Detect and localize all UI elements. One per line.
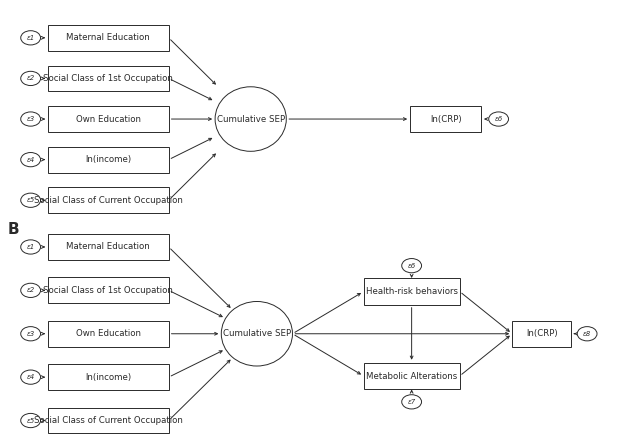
Text: Social Class of Current Occupation: Social Class of Current Occupation [34,416,183,425]
Ellipse shape [222,302,292,366]
Text: Social Class of Current Occupation: Social Class of Current Occupation [34,196,183,205]
Text: ε2: ε2 [27,76,35,81]
Text: ε4: ε4 [27,374,35,380]
Circle shape [402,259,422,273]
FancyBboxPatch shape [410,106,482,132]
Circle shape [20,413,40,428]
Circle shape [20,193,40,207]
Text: ε1: ε1 [27,244,35,250]
FancyBboxPatch shape [513,321,571,347]
Circle shape [20,240,40,254]
FancyBboxPatch shape [48,364,168,390]
FancyBboxPatch shape [48,147,168,173]
Text: ε3: ε3 [27,116,35,122]
Text: ln(income): ln(income) [85,155,131,164]
Text: ε6: ε6 [495,116,503,122]
Text: ε3: ε3 [27,331,35,337]
Circle shape [20,112,40,126]
Text: Social Class of 1st Occupation: Social Class of 1st Occupation [43,286,173,295]
Text: Own Education: Own Education [76,114,141,124]
Text: ε4: ε4 [27,157,35,162]
Circle shape [20,283,40,297]
FancyBboxPatch shape [48,408,168,433]
FancyBboxPatch shape [48,25,168,51]
Text: Cumulative SEP: Cumulative SEP [223,329,291,338]
Text: ε5: ε5 [27,197,35,203]
Text: ln(CRP): ln(CRP) [526,329,558,338]
Text: ε7: ε7 [407,399,416,405]
Text: ln(income): ln(income) [85,372,131,382]
Circle shape [20,327,40,341]
Circle shape [402,395,422,409]
Text: Cumulative SEP: Cumulative SEP [217,114,285,124]
Text: ε5: ε5 [27,417,35,424]
Text: Own Education: Own Education [76,329,141,338]
Text: ε2: ε2 [27,287,35,293]
Circle shape [20,71,40,85]
Ellipse shape [215,87,287,151]
FancyBboxPatch shape [48,187,168,213]
Text: Maternal Education: Maternal Education [66,243,150,251]
Text: ε8: ε8 [583,331,591,337]
Circle shape [20,153,40,167]
FancyBboxPatch shape [364,363,459,389]
Text: Social Class of 1st Occupation: Social Class of 1st Occupation [43,74,173,83]
Text: Metabolic Alterations: Metabolic Alterations [366,372,457,380]
Text: B: B [7,222,19,238]
Circle shape [20,31,40,45]
FancyBboxPatch shape [48,321,168,347]
Text: ε6: ε6 [407,263,416,269]
Text: Maternal Education: Maternal Education [66,33,150,42]
Circle shape [488,112,509,126]
Circle shape [20,370,40,384]
FancyBboxPatch shape [48,106,168,132]
FancyBboxPatch shape [48,278,168,303]
FancyBboxPatch shape [48,65,168,91]
Text: ln(CRP): ln(CRP) [430,114,462,124]
Text: Health-risk behaviors: Health-risk behaviors [366,287,457,296]
FancyBboxPatch shape [364,278,459,305]
FancyBboxPatch shape [48,234,168,260]
Text: ε1: ε1 [27,35,35,41]
Circle shape [577,327,597,341]
